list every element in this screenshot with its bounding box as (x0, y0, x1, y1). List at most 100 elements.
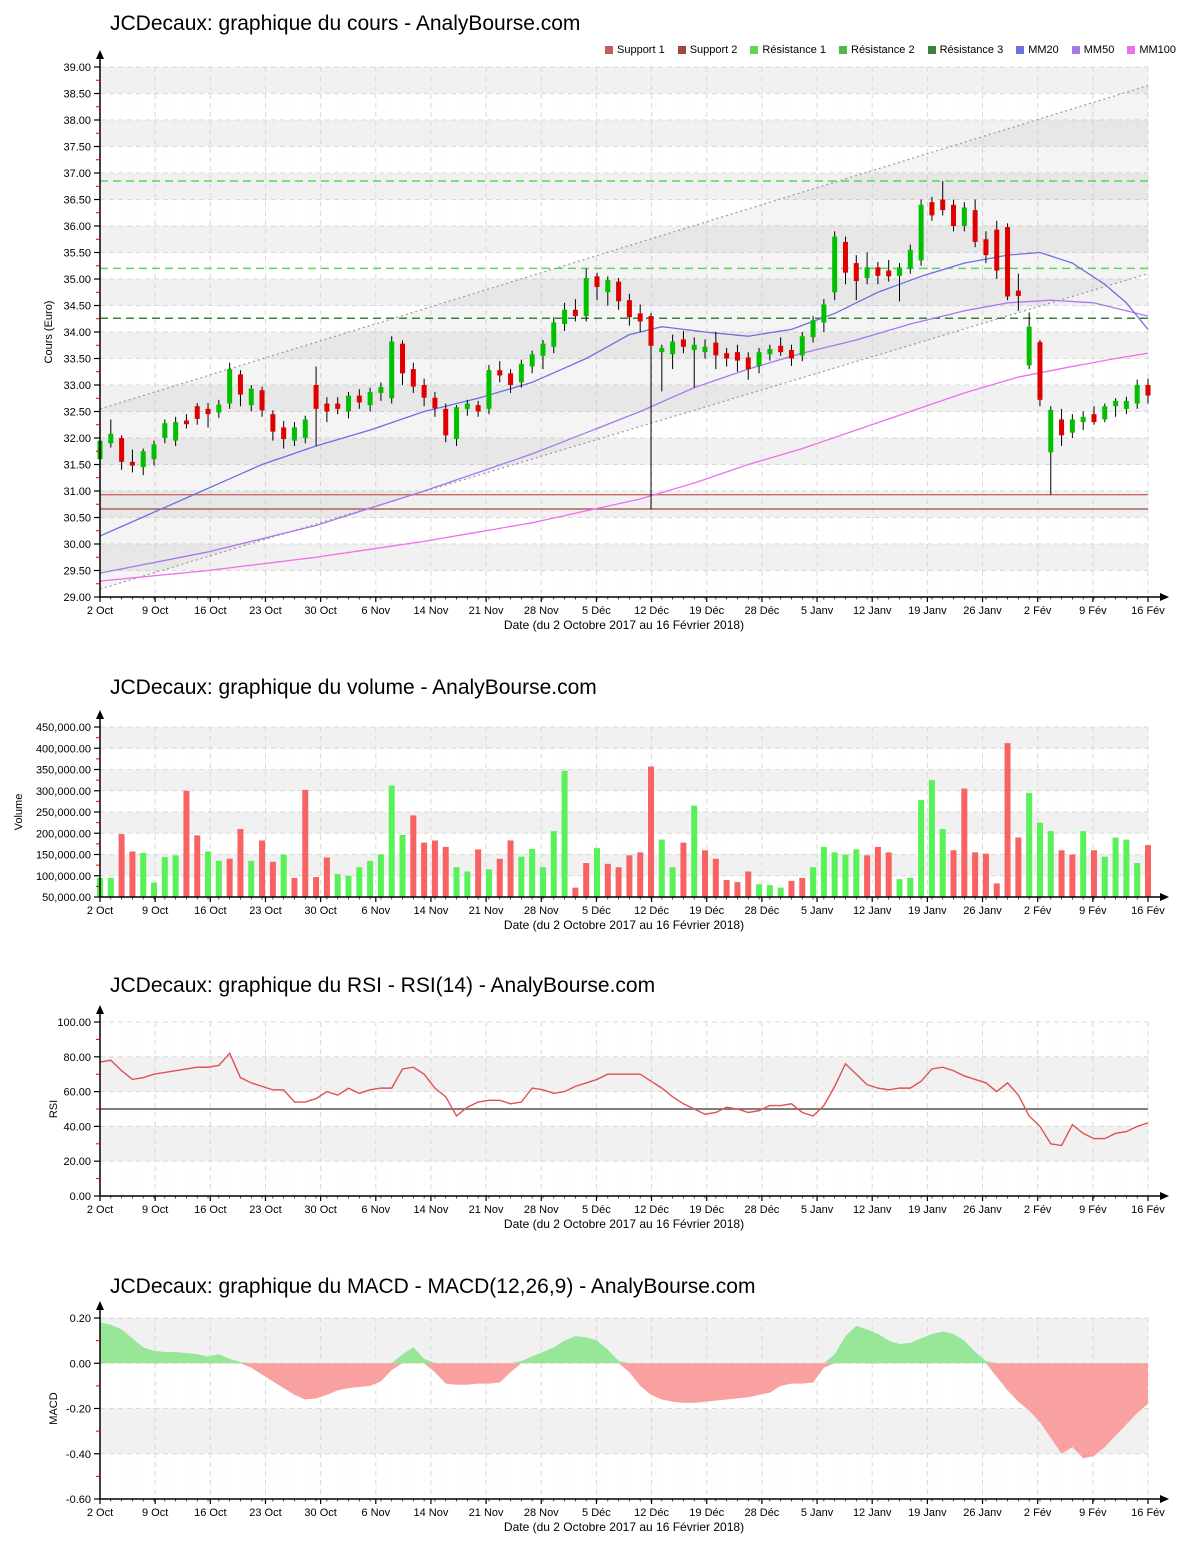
svg-text:-0.40: -0.40 (66, 1449, 91, 1461)
svg-text:35.50: 35.50 (63, 248, 91, 260)
svg-text:MACD: MACD (48, 1392, 60, 1424)
macd-chart-title: JCDecaux: graphique du MACD - MACD(12,26… (110, 1275, 756, 1298)
legend-item: Support 2 (677, 44, 738, 56)
legend-item: Résistance 2 (839, 44, 915, 56)
svg-text:9 Oct: 9 Oct (142, 605, 168, 617)
svg-text:9 Oct: 9 Oct (142, 1507, 168, 1519)
svg-text:14 Nov: 14 Nov (414, 605, 449, 617)
legend-label: Résistance 3 (939, 44, 1004, 56)
svg-text:28 Déc: 28 Déc (744, 605, 779, 617)
svg-text:2 Fév: 2 Fév (1024, 1507, 1052, 1519)
svg-text:38.00: 38.00 (63, 115, 91, 127)
svg-text:16 Fév: 16 Fév (1131, 905, 1165, 917)
svg-text:28 Nov: 28 Nov (524, 905, 559, 917)
svg-text:32.00: 32.00 (63, 433, 91, 445)
svg-text:Date (du 2 Octobre 2017 au 16: Date (du 2 Octobre 2017 au 16 Février 20… (504, 1217, 744, 1231)
svg-text:2 Fév: 2 Fév (1024, 605, 1052, 617)
price-legend: Support 1 Support 2 Résistance 1 Résistance… (605, 44, 1176, 56)
candles-layer (97, 180, 1151, 510)
svg-text:450,000.00: 450,000.00 (36, 722, 91, 734)
legend-swatch-icon (1071, 46, 1080, 54)
svg-text:19 Janv: 19 Janv (908, 1204, 947, 1216)
svg-text:2 Oct: 2 Oct (87, 905, 113, 917)
svg-text:30 Oct: 30 Oct (304, 905, 336, 917)
svg-text:-0.20: -0.20 (66, 1404, 91, 1416)
svg-text:16 Fév: 16 Fév (1131, 605, 1165, 617)
svg-text:12 Déc: 12 Déc (634, 1507, 669, 1519)
legend-label: MM20 (1028, 44, 1059, 56)
svg-text:28 Nov: 28 Nov (524, 1507, 559, 1519)
svg-text:80.00: 80.00 (63, 1052, 91, 1064)
legend-item: MM20 (1016, 44, 1059, 56)
svg-text:2 Oct: 2 Oct (87, 1507, 113, 1519)
svg-text:19 Déc: 19 Déc (689, 1507, 724, 1519)
svg-text:6 Nov: 6 Nov (361, 905, 390, 917)
svg-text:Date (du 2 Octobre 2017 au 16: Date (du 2 Octobre 2017 au 16 Février 20… (504, 618, 744, 632)
svg-text:350,000.00: 350,000.00 (36, 765, 91, 777)
svg-text:6 Nov: 6 Nov (361, 1507, 390, 1519)
svg-text:28 Déc: 28 Déc (744, 1204, 779, 1216)
svg-text:60.00: 60.00 (63, 1087, 91, 1099)
svg-text:37.00: 37.00 (63, 168, 91, 180)
svg-text:RSI: RSI (48, 1100, 60, 1118)
svg-text:29.00: 29.00 (63, 592, 91, 604)
svg-text:33.00: 33.00 (63, 380, 91, 392)
svg-text:26 Janv: 26 Janv (963, 1204, 1002, 1216)
svg-text:19 Déc: 19 Déc (689, 1204, 724, 1216)
svg-text:5 Janv: 5 Janv (801, 1204, 834, 1216)
svg-text:31.50: 31.50 (63, 460, 91, 472)
svg-text:19 Janv: 19 Janv (908, 1507, 947, 1519)
svg-text:23 Oct: 23 Oct (249, 605, 281, 617)
legend-item: Support 1 (605, 44, 665, 56)
svg-text:12 Déc: 12 Déc (634, 605, 669, 617)
svg-text:12 Janv: 12 Janv (853, 605, 892, 617)
legend-label: MM100 (1139, 44, 1176, 56)
legend-label: Support 2 (689, 44, 738, 56)
legend-item: Résistance 1 (750, 44, 826, 56)
svg-text:32.50: 32.50 (63, 407, 91, 419)
svg-text:14 Nov: 14 Nov (414, 1204, 449, 1216)
svg-text:5 Déc: 5 Déc (582, 605, 611, 617)
svg-text:250,000.00: 250,000.00 (36, 807, 91, 819)
svg-text:33.50: 33.50 (63, 354, 91, 366)
svg-text:40.00: 40.00 (63, 1121, 91, 1133)
legend-label: Résistance 2 (851, 44, 915, 56)
svg-text:37.50: 37.50 (63, 142, 91, 154)
svg-text:28 Déc: 28 Déc (744, 905, 779, 917)
legend-swatch-icon (750, 46, 759, 54)
svg-text:26 Janv: 26 Janv (963, 605, 1002, 617)
legend-swatch-icon (1016, 46, 1025, 54)
svg-text:26 Janv: 26 Janv (963, 905, 1002, 917)
macd-positive-area (100, 1322, 1148, 1364)
svg-text:150,000.00: 150,000.00 (36, 850, 91, 862)
svg-text:5 Janv: 5 Janv (801, 605, 834, 617)
svg-text:30 Oct: 30 Oct (304, 605, 336, 617)
svg-text:34.50: 34.50 (63, 301, 91, 313)
svg-text:19 Déc: 19 Déc (689, 605, 724, 617)
legend-item: MM100 (1127, 44, 1176, 56)
svg-text:6 Nov: 6 Nov (361, 605, 390, 617)
svg-text:29.50: 29.50 (63, 566, 91, 578)
price-chart-title: JCDecaux: graphique du cours - AnalyBour… (110, 12, 581, 35)
svg-text:2 Fév: 2 Fév (1024, 1204, 1052, 1216)
svg-text:6 Nov: 6 Nov (361, 1204, 390, 1216)
svg-text:9 Fév: 9 Fév (1079, 605, 1107, 617)
svg-text:2 Oct: 2 Oct (87, 1204, 113, 1216)
svg-text:30 Oct: 30 Oct (304, 1204, 336, 1216)
svg-text:9 Oct: 9 Oct (142, 905, 168, 917)
svg-text:5 Déc: 5 Déc (582, 905, 611, 917)
svg-text:12 Janv: 12 Janv (853, 1204, 892, 1216)
legend-swatch-icon (605, 46, 613, 54)
svg-text:Date (du 2 Octobre 2017 au 16: Date (du 2 Octobre 2017 au 16 Février 20… (504, 918, 744, 932)
svg-text:16 Oct: 16 Oct (194, 1507, 226, 1519)
svg-text:0.00: 0.00 (70, 1191, 91, 1203)
svg-text:9 Fév: 9 Fév (1079, 1507, 1107, 1519)
svg-text:200,000.00: 200,000.00 (36, 828, 91, 840)
svg-text:100.00: 100.00 (57, 1017, 91, 1029)
legend-label: Support 1 (617, 44, 665, 56)
svg-text:16 Oct: 16 Oct (194, 1204, 226, 1216)
legend-label: Résistance 1 (762, 44, 826, 56)
svg-text:30.00: 30.00 (63, 539, 91, 551)
svg-text:23 Oct: 23 Oct (249, 1204, 281, 1216)
